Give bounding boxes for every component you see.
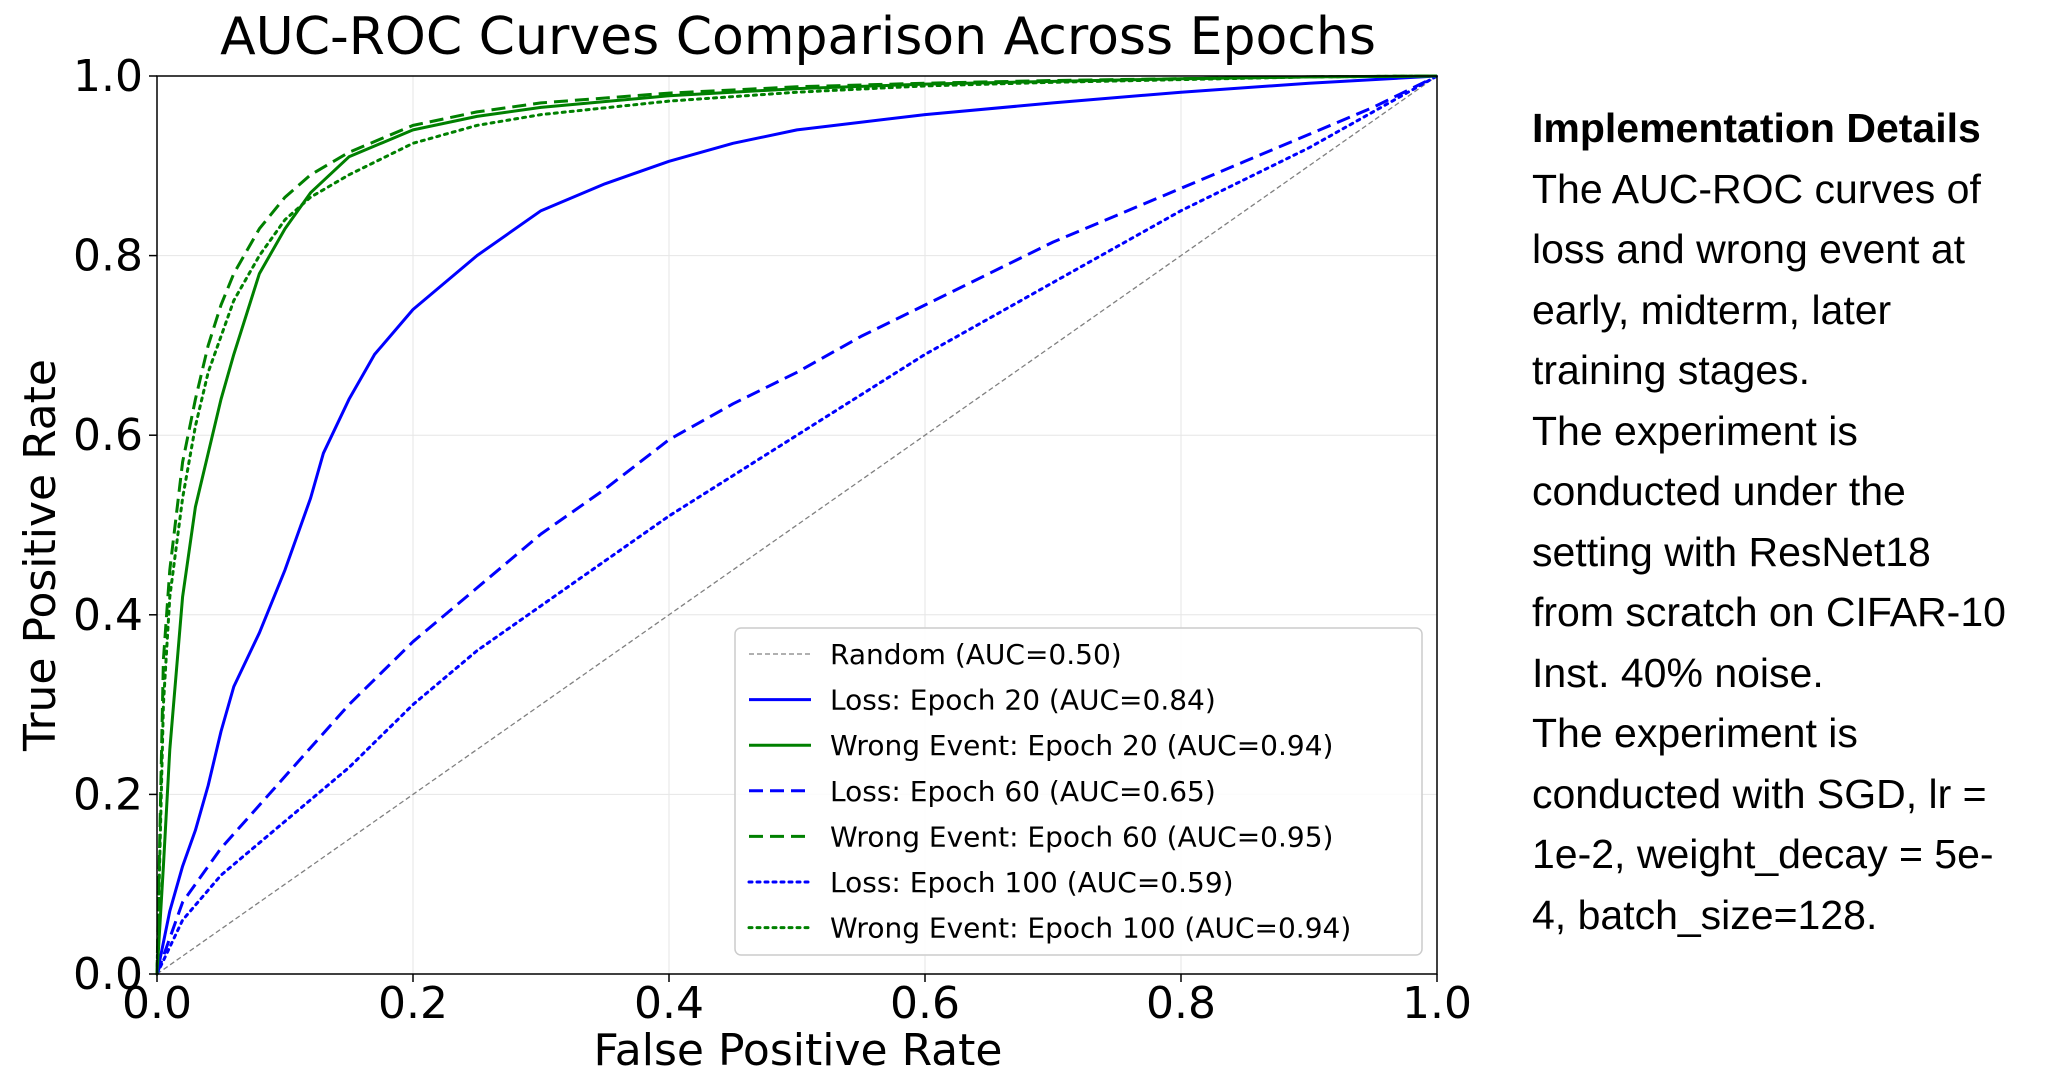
plot-frame (156, 75, 1438, 975)
x-tick-label: 1.0 (1402, 978, 1472, 1029)
implementation-details-line: The experiment is (1532, 710, 1858, 756)
y-tick-label: 0.0 (73, 949, 143, 1000)
legend-label: Loss: Epoch 20 (AUC=0.84) (830, 684, 1216, 717)
x-tick-label: 0.6 (890, 978, 960, 1029)
legend-label: Wrong Event: Epoch 100 (AUC=0.94) (830, 912, 1351, 945)
y-axis-label: True Positive Rate (15, 359, 66, 752)
series-line-loss-epoch-20 (155, 74, 1438, 975)
implementation-details-line: The AUC-ROC curves of (1532, 165, 1981, 212)
implementation-details-line: 4, batch_size=128. (1532, 891, 1878, 938)
x-tick-label: 0.4 (634, 978, 704, 1029)
implementation-details-line: loss and wrong event at (1532, 226, 1966, 272)
legend-label: Loss: Epoch 100 (AUC=0.59) (830, 866, 1234, 899)
series-line-wrong-event-epoch-20 (155, 74, 1438, 975)
series-line-loss-epoch-60 (155, 74, 1438, 975)
series-line-random (156, 75, 1438, 975)
implementation-details-text: The AUC-ROC curves of loss and wrong even… (1532, 159, 2052, 946)
implementation-details-line: from scratch on CIFAR-10 (1532, 589, 2006, 635)
implementation-details-line: 1e-2, weight_decay = 5e- (1532, 831, 1994, 877)
curves (155, 74, 1439, 976)
implementation-details-line: early, midterm, later (1532, 286, 1892, 333)
implementation-details-panel: Implementation Details The AUC-ROC curve… (1532, 98, 2052, 945)
y-tick-label: 0.4 (73, 590, 143, 641)
x-axis-label: False Positive Rate (594, 1025, 1003, 1076)
roc-chart: AUC-ROC Curves Comparison Across Epochs … (15, 7, 1472, 1076)
series-line-loss-epoch-100 (155, 74, 1439, 976)
series-line-wrong-event-epoch-100 (155, 74, 1439, 976)
y-tick-label: 0.6 (73, 410, 143, 461)
x-tick-label: 0.0 (122, 978, 192, 1029)
implementation-details-line: The experiment is (1532, 407, 1858, 454)
legend-label: Loss: Epoch 60 (AUC=0.65) (830, 775, 1216, 808)
legend-label: Wrong Event: Epoch 60 (AUC=0.95) (830, 820, 1333, 853)
legend-label: Wrong Event: Epoch 20 (AUC=0.94) (830, 729, 1333, 762)
y-tick-label: 0.8 (73, 231, 143, 282)
legend-label: Random (AUC=0.50) (830, 638, 1122, 671)
implementation-details-line: setting with ResNet18 (1532, 528, 1931, 575)
x-tick-label: 0.2 (378, 978, 448, 1029)
y-tick-label: 1.0 (73, 51, 143, 102)
implementation-details-heading: Implementation Details (1532, 105, 1981, 151)
x-tick-label: 0.8 (1146, 978, 1216, 1029)
ticks: 0.0 0.2 0.4 0.6 0.8 1.0 0.0 0.2 0.4 0.6 0.8 1.0 (73, 51, 1472, 1029)
implementation-details-line: Inst. 40% noise. (1532, 649, 1824, 696)
y-tick-label: 0.2 (73, 769, 143, 820)
implementation-details-line: conducted under the (1532, 468, 1906, 514)
implementation-details-line: training stages. (1532, 347, 1811, 393)
implementation-details-line: conducted with SGD, lr = (1532, 770, 1987, 817)
legend: Random (AUC=0.50) Loss: Epoch 20 (AUC=0.8… (734, 627, 1423, 956)
chart-title: AUC-ROC Curves Comparison Across Epochs (220, 7, 1376, 67)
legend-box (734, 627, 1423, 956)
